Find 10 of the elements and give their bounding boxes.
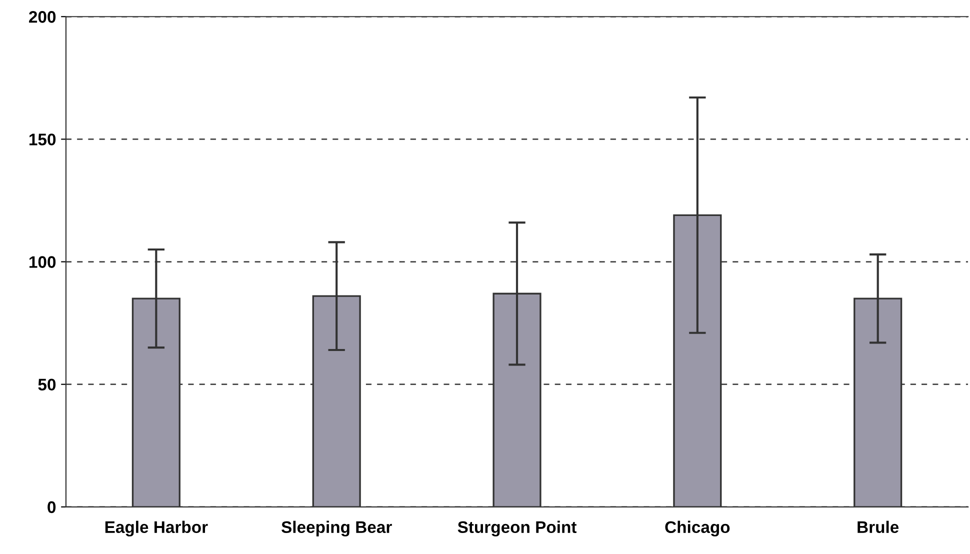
x-tick-label: Sturgeon Point xyxy=(458,520,577,536)
x-tick-label: Brule xyxy=(858,520,899,534)
y-tick-label: 0 xyxy=(48,501,56,514)
y-tick-label: 50 xyxy=(38,378,56,391)
x-tick-label: Sleeping Bear xyxy=(282,520,392,536)
y-tick-label: 200 xyxy=(29,11,56,23)
x-tick-label: Chicago xyxy=(665,520,730,536)
y-tick-label: 100 xyxy=(29,256,56,268)
x-tick-label: Eagle Harbor xyxy=(105,520,208,536)
y-tick-label: 150 xyxy=(29,134,56,146)
